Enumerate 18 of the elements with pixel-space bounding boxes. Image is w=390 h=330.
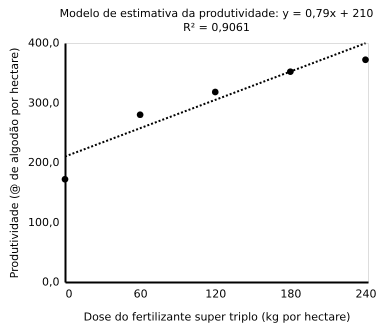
chart-title: Modelo de estimativa da produtividade: y = 0,79x + 210: [60, 7, 374, 20]
point: [362, 56, 369, 64]
x-tick-label: 180: [280, 288, 302, 300]
x-tick-label: 60: [134, 288, 148, 300]
y-tick-label: 400,0: [28, 36, 60, 50]
point: [62, 176, 68, 183]
x-tick-label: 120: [205, 288, 226, 300]
y-axis-title: Produtividade (@ de algodão por hectare): [8, 48, 22, 278]
y-tick-label: 200,0: [28, 156, 60, 169]
x-tick-label: 240: [355, 288, 376, 300]
point: [212, 88, 219, 96]
y-tick-label: 300,0: [28, 96, 60, 110]
y-tick-label: 100,0: [28, 216, 60, 229]
point: [136, 111, 144, 118]
chart-subtitle: R² = 0,9061: [183, 21, 250, 34]
y-tick-label: 0,0: [42, 276, 60, 288]
x-tick-label: 0: [66, 288, 72, 300]
x-axis-title: Dose do fertilizante super triplo (kg por hectare): [84, 310, 350, 324]
